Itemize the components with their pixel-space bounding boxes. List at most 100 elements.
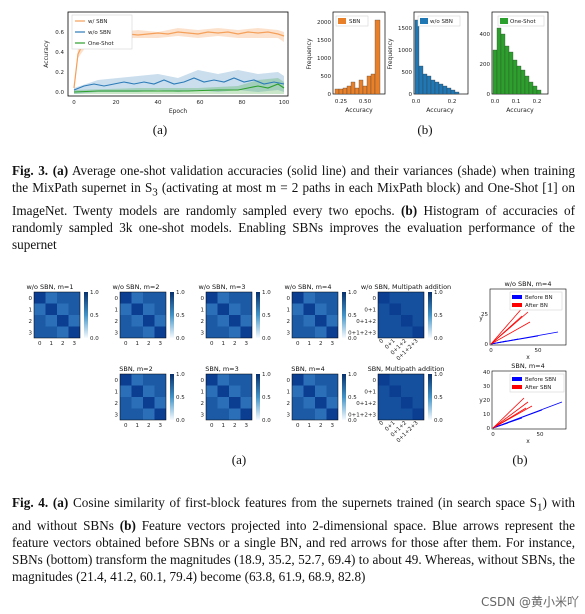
y-axis-label: Frequency (306, 38, 313, 69)
heatmap-cell (292, 374, 304, 386)
heatmap-cell (240, 408, 252, 420)
heatmap-cell (303, 408, 315, 420)
colorbar-tick: 0.5 (348, 395, 357, 401)
after-sbn-arrows (492, 397, 533, 429)
heatmap-cell (217, 397, 229, 409)
heatmap-cell (229, 408, 241, 420)
hist-wosbn-bars (414, 19, 460, 95)
x-axis-label: x (526, 354, 530, 361)
heatmap-cell (326, 303, 338, 315)
ytick: 3 (287, 412, 291, 418)
heatmap-cell (378, 315, 390, 327)
xtick: 1 (136, 423, 140, 429)
xtick: 1 (50, 341, 54, 347)
xtick: 1 (308, 341, 312, 347)
heatmap-frame (119, 373, 167, 421)
heatmap-frame (205, 373, 253, 421)
x-ticks: 0 20 40 60 80 100 (72, 100, 289, 106)
xtick: 3 (159, 423, 163, 429)
legend-oneshot: One-Shot (88, 41, 115, 47)
heatmap-cell (154, 408, 166, 420)
ytick: 0+1+2+3 (348, 330, 376, 336)
xtick: 40 (155, 100, 162, 106)
colorbar (342, 374, 346, 420)
y-axis-label: Frequency (387, 38, 394, 69)
ytick: 1 (115, 389, 119, 395)
fig3-line-chart: w/ SBN w/o SBN One-Shot 0.0 0.2 0.4 0.6 … (38, 8, 293, 118)
xtick: 0 (38, 341, 42, 347)
heatmap-cell (217, 303, 229, 315)
heatmap-title: w/o SBN, m=3 (198, 283, 245, 291)
colorbar-tick: 0.0 (262, 418, 271, 424)
heatmap-title: w/o SBN, m=4 (284, 283, 331, 291)
colorbar-tick: 0.0 (434, 418, 443, 424)
ytick: 0 (373, 296, 377, 302)
heatmap-cell (292, 315, 304, 327)
ytick: 0 (373, 378, 377, 384)
heatmap-cell (315, 408, 327, 420)
heatmap-cell (217, 315, 229, 327)
heatmap-cell (120, 408, 132, 420)
plot-frame (67, 11, 289, 97)
colorbar (170, 292, 174, 338)
wosbn-line (73, 77, 285, 91)
heatmap-cell (326, 374, 338, 386)
xtick: 0.25 (335, 99, 348, 105)
xtick: 3 (331, 341, 335, 347)
ytick: 2 (29, 319, 33, 325)
heatmap-cell (120, 292, 132, 304)
heatmap-cell (154, 292, 166, 304)
xtick: 0 (124, 341, 128, 347)
ytick: 1000 (398, 48, 412, 54)
legend-before: Before BN (525, 295, 553, 301)
ytick: 0 (201, 378, 205, 384)
heatmap-cell (240, 315, 252, 327)
xtick: 3 (159, 341, 163, 347)
heatmap-cell (143, 326, 155, 338)
xtick: 0 (210, 341, 214, 347)
fig4-sub-a: (a) (231, 452, 247, 467)
ytick: 0+1 (364, 307, 376, 313)
xtick: 2 (147, 341, 151, 347)
heatmap-cell (229, 374, 241, 386)
heatmap-cell (154, 315, 166, 327)
heatmap-cell (120, 303, 132, 315)
heatmap-cell (303, 292, 315, 304)
xtick: 100 (279, 100, 290, 106)
xtick: 1 (308, 423, 312, 429)
caption-subscript: 3 (152, 186, 158, 199)
heatmap-cell (68, 292, 80, 304)
colorbar-tick: 0.0 (262, 336, 271, 342)
heatmap-cell (240, 385, 252, 397)
xtick: 0 (210, 423, 214, 429)
fig4-heatmaps: w/o SBN, m=1 1.0 0.5 0.0 0 0 1 1 2 2 3 3 w/o SBN, m=… (20, 282, 460, 444)
heatmap-cell (326, 385, 338, 397)
ytick: 25 (481, 312, 488, 318)
x-axis-label: x (526, 438, 530, 445)
heatmap-cell (154, 385, 166, 397)
xtick: 0.0 (412, 99, 421, 105)
ytick: 0 (287, 378, 291, 384)
heatmap-cell (45, 315, 57, 327)
caption-part-a: (a) (52, 163, 69, 178)
xtick: 1 (136, 341, 140, 347)
caption-text: (activating at most m = 2 paths in each … (12, 180, 575, 218)
heatmap-frame (291, 291, 339, 339)
heatmap-cell (131, 303, 143, 315)
oneshot-line (73, 83, 285, 93)
heatmap-panel: w/o SBN, m=1 1.0 0.5 0.0 0 0 1 1 2 2 3 3 (26, 283, 99, 347)
colorbar (428, 374, 432, 420)
xtick: 3 (245, 423, 249, 429)
heatmap-cell (154, 374, 166, 386)
heatmap-cell (45, 303, 57, 315)
ytick: 0 (487, 426, 491, 432)
ytick: 2 (115, 401, 119, 407)
colorbar-tick: 1.0 (434, 290, 443, 296)
y-axis-label: y (479, 315, 483, 322)
heatmap-cell (131, 292, 143, 304)
heatmap-cell (57, 326, 69, 338)
heatmap-cell (378, 303, 390, 315)
heatmap-cell (378, 374, 390, 386)
hist-sbn-svg: SBN 0 500 1000 1500 2000 0.25 0.50 Accur… (306, 11, 386, 114)
colorbar-tick: 0.5 (262, 313, 271, 319)
